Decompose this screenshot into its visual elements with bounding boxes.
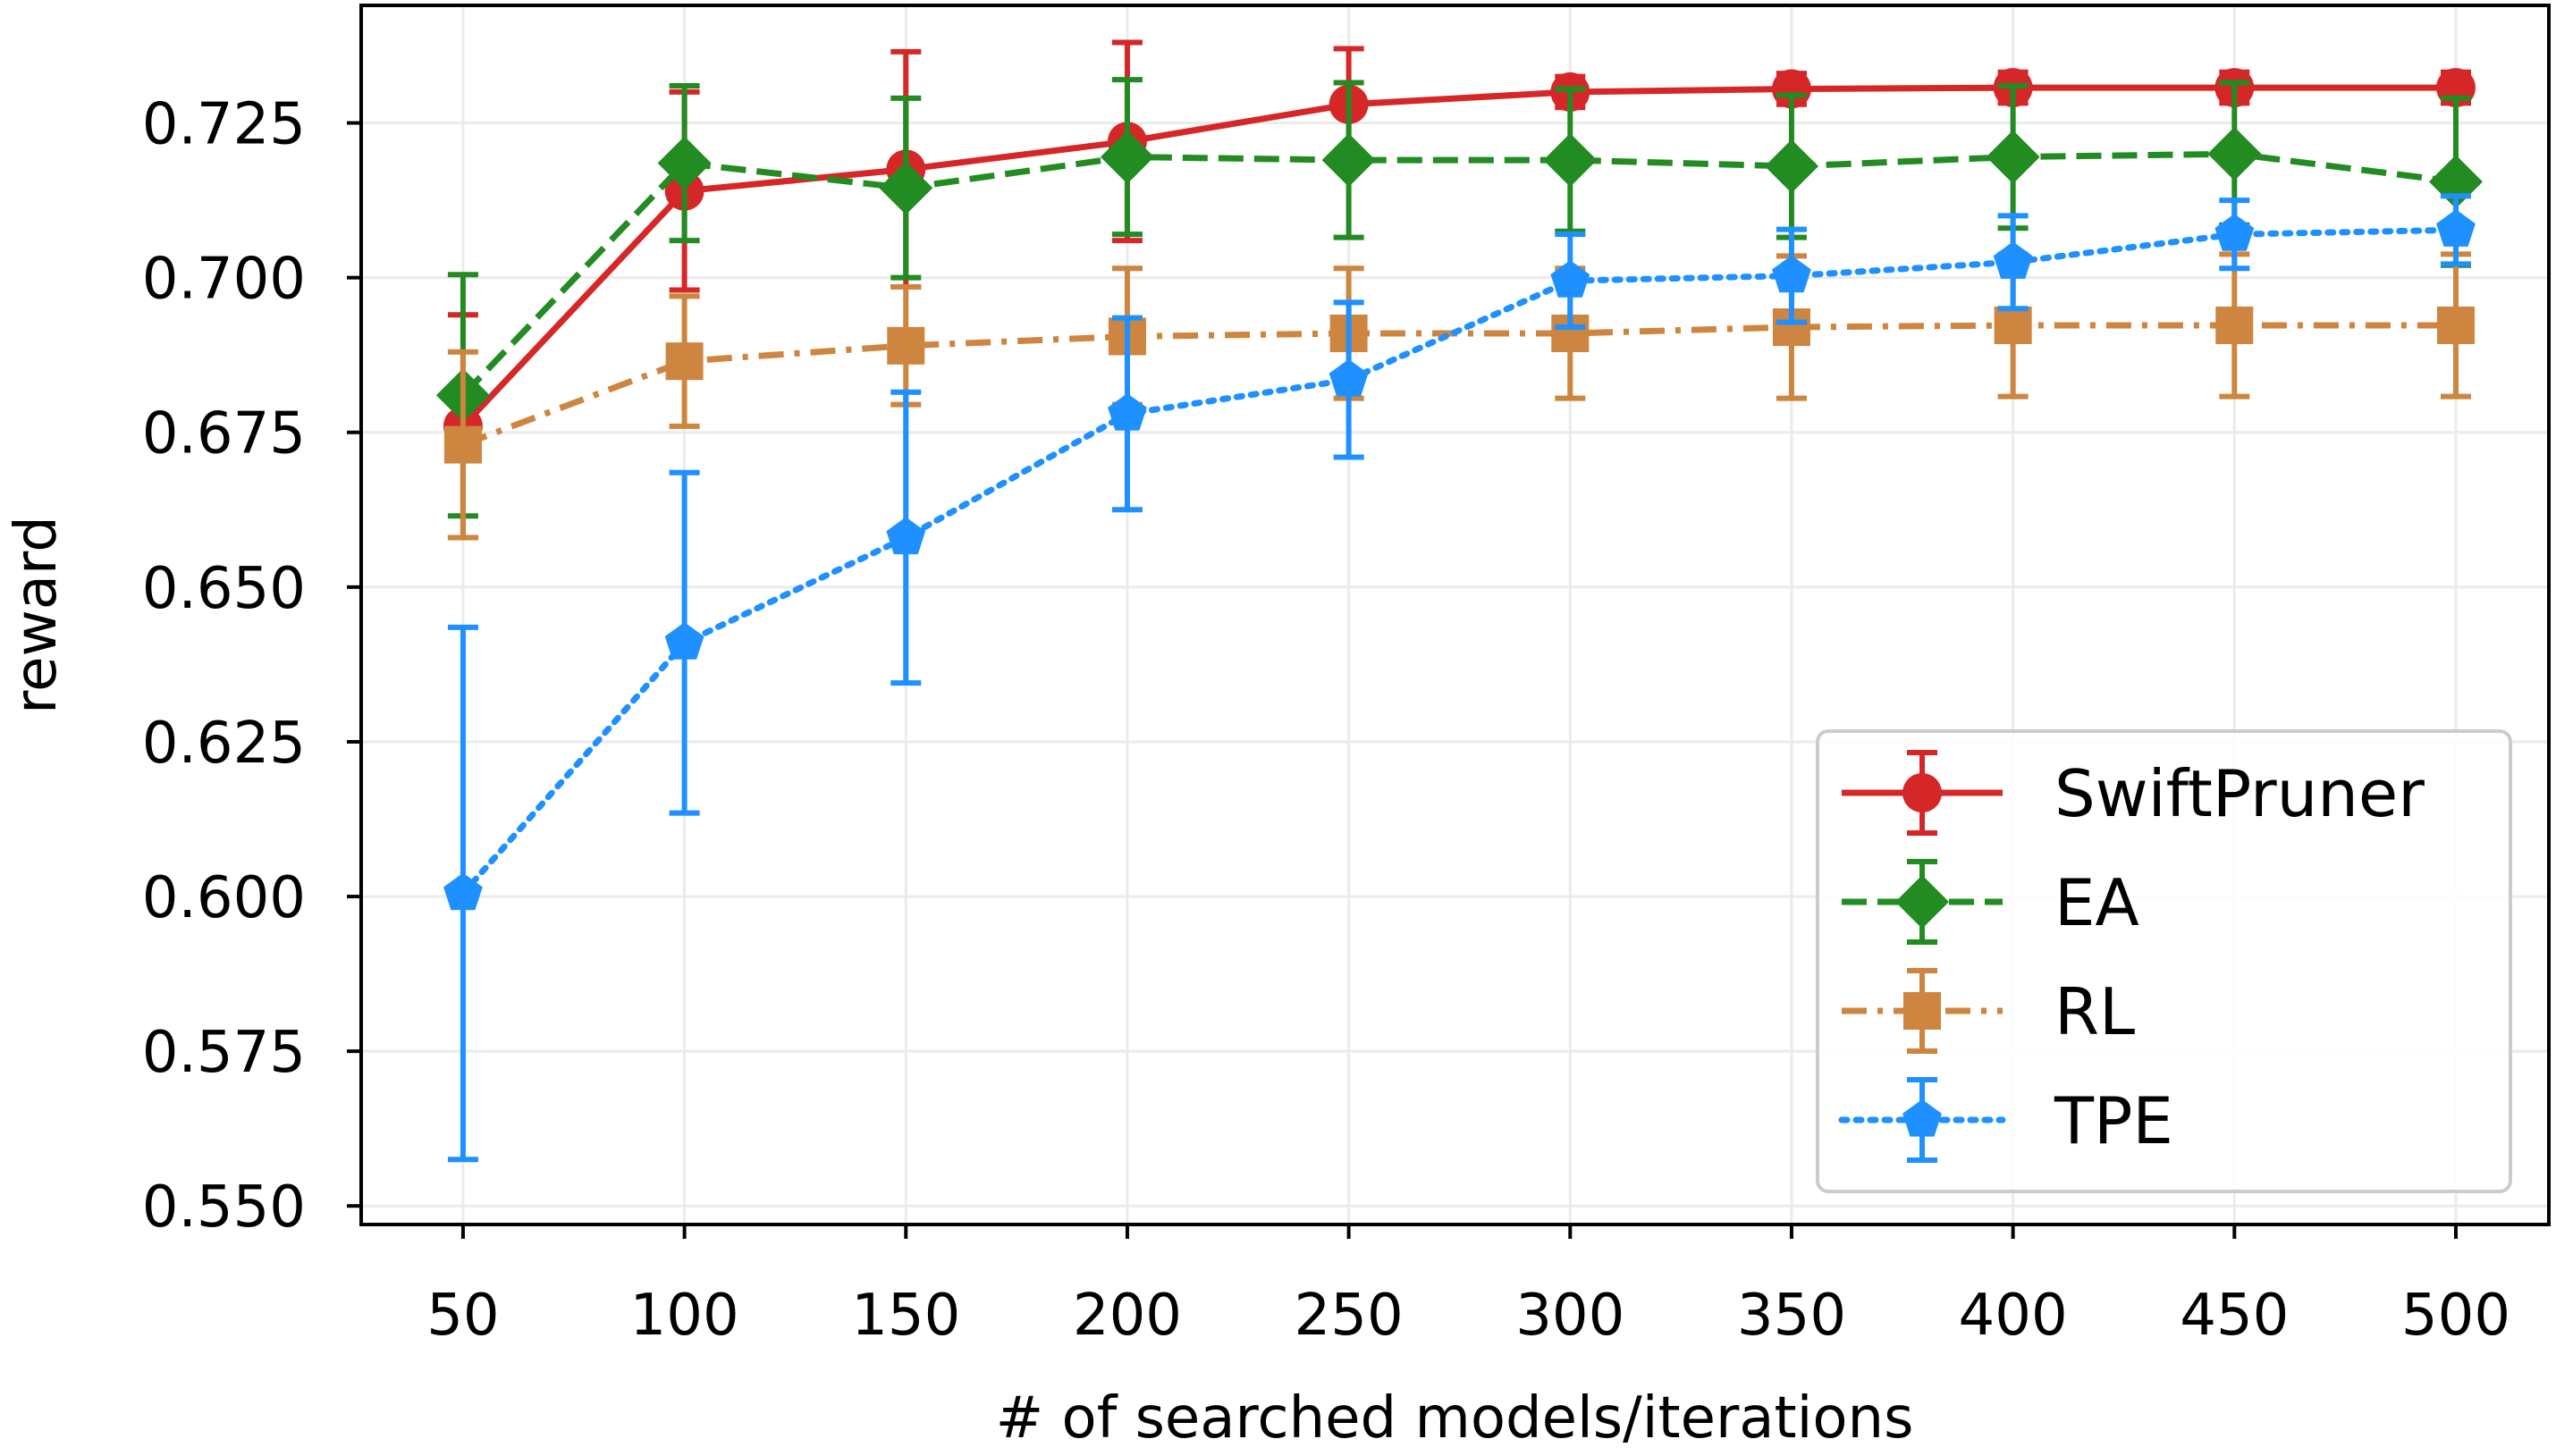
series-tpe: [443, 193, 2476, 1163]
x-tick-label: 200: [1073, 1283, 1182, 1349]
x-tick-label: 250: [1295, 1283, 1404, 1349]
y-tick-label: 0.675: [142, 401, 306, 467]
data-point: [1764, 139, 1818, 194]
y-tick-label: 0.550: [142, 1174, 306, 1241]
data-point: [1543, 133, 1598, 188]
x-tick-label: 100: [630, 1283, 739, 1349]
data-point: [2207, 127, 2262, 181]
legend-entry-tpe: TPE: [1838, 1077, 2173, 1163]
data-point: [1550, 260, 1590, 298]
series-line: [460, 84, 2456, 429]
legend-label: EA: [2054, 865, 2139, 940]
data-point: [2215, 306, 2254, 344]
y-tick-label: 0.650: [142, 556, 306, 622]
x-tick-label: 350: [1737, 1283, 1846, 1349]
data-point: [1100, 130, 1154, 184]
y-tick-label: 0.625: [142, 711, 306, 777]
data-point: [2436, 306, 2475, 344]
data-point: [1772, 255, 1811, 293]
data-point: [1108, 393, 1147, 431]
x-tick-label: 50: [426, 1283, 499, 1349]
data-point: [1994, 306, 2032, 344]
data-point: [443, 872, 483, 911]
legend-marker: [1902, 1099, 1942, 1137]
data-point: [879, 161, 933, 215]
y-tick-label: 0.575: [142, 1020, 306, 1086]
series-line: [460, 226, 2459, 897]
y-tick-label: 0.725: [142, 92, 306, 158]
legend-label: TPE: [2054, 1083, 2173, 1158]
data-point: [887, 326, 925, 365]
data-point: [1321, 133, 1376, 188]
x-tick-label: 500: [2401, 1283, 2510, 1349]
legend-box: [1816, 729, 2512, 1193]
ticks: 50 100 150 200 250 300 350 400 450 500 0.550 0.575 0…: [142, 92, 2510, 1349]
legend-marker: [1895, 875, 1949, 929]
series-line: [460, 150, 2457, 398]
legend: SwiftPruner EA RL TPE: [1816, 729, 2512, 1193]
data-point: [1329, 358, 1369, 397]
series-ea: [435, 77, 2483, 519]
data-point: [664, 622, 704, 660]
data-point: [657, 136, 712, 190]
x-tick-label: 400: [1959, 1283, 2068, 1349]
data-point: [443, 425, 482, 464]
data-point: [2214, 214, 2255, 251]
legend-label: RL: [2054, 974, 2135, 1049]
x-tick-label: 150: [851, 1283, 960, 1349]
y-tick-label: 0.700: [142, 247, 306, 313]
plot-frame: [359, 4, 2551, 1226]
x-tick-label: 450: [2180, 1283, 2289, 1349]
data-point: [665, 342, 704, 381]
x-tick-label: 300: [1515, 1283, 1624, 1349]
series-layer: [435, 39, 2483, 1163]
legend-marker: [1903, 992, 1941, 1030]
x-axis-label: # of searched models/iterations: [996, 1385, 1914, 1452]
y-axis-label: reward: [4, 516, 70, 714]
legend-entry-rl: RL: [1842, 968, 2135, 1054]
series-line: [461, 322, 2456, 448]
data-point: [1993, 241, 2033, 279]
y-tick-label: 0.600: [142, 865, 306, 931]
data-point: [2436, 209, 2476, 247]
legend-marker: [1902, 773, 1942, 812]
legend-entry-swiftpruner: SwiftPruner: [1842, 750, 2425, 836]
data-point: [1771, 69, 1811, 109]
legend-entry-ea: EA: [1842, 859, 2139, 945]
data-point: [886, 517, 926, 555]
data-point: [1986, 130, 2040, 184]
legend-label: SwiftPruner: [2054, 756, 2425, 831]
